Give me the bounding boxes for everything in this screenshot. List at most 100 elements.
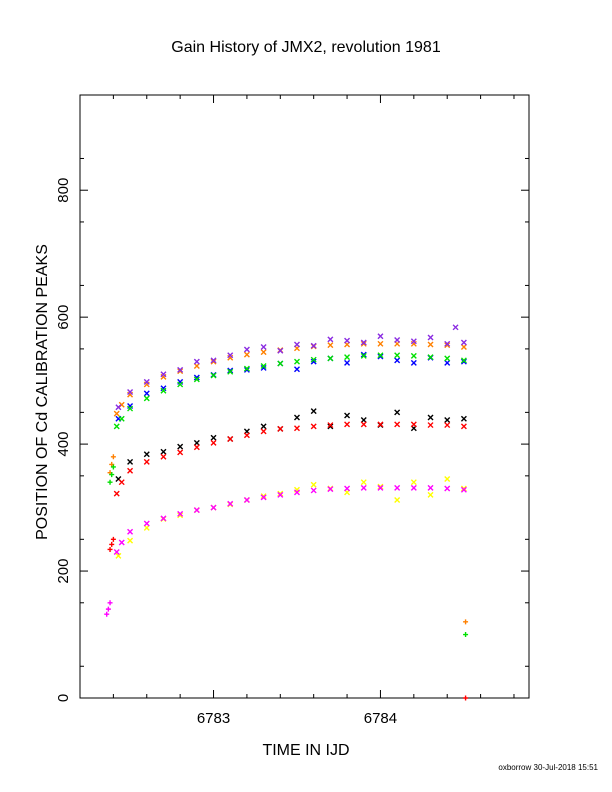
data-point [293, 341, 300, 348]
data-point [310, 487, 317, 494]
data-point [177, 449, 184, 456]
data-point [113, 423, 120, 430]
data-point [460, 423, 467, 430]
data-point [110, 464, 116, 470]
data-point [243, 351, 250, 358]
data-point [160, 448, 167, 455]
data-point [444, 416, 451, 423]
data-point [277, 347, 284, 354]
data-point [260, 423, 267, 430]
data-point [460, 339, 467, 346]
data-point [177, 443, 184, 450]
data-point [160, 515, 167, 522]
data-point [143, 458, 150, 465]
data-point [444, 342, 451, 349]
data-point [160, 387, 167, 394]
data-point [193, 439, 200, 446]
data-point [243, 346, 250, 353]
data-point [377, 421, 384, 428]
data-point [460, 485, 467, 492]
data-point [193, 376, 200, 383]
data-point [460, 357, 467, 364]
data-point [177, 368, 184, 375]
data-point [127, 458, 134, 465]
data-point [113, 410, 120, 417]
y-tick-label: 600 [55, 305, 72, 330]
data-point [460, 358, 467, 365]
data-point [104, 611, 110, 617]
data-point [107, 479, 113, 485]
data-point [444, 476, 451, 483]
data-point [394, 352, 401, 359]
data-point [143, 520, 150, 527]
data-point [427, 341, 434, 348]
data-point [293, 425, 300, 432]
data-point [260, 364, 267, 371]
data-point [210, 358, 217, 365]
data-point [327, 486, 334, 493]
data-point [394, 496, 401, 503]
y-tick-label: 400 [55, 432, 72, 457]
data-point [327, 422, 334, 429]
data-point [444, 355, 451, 362]
data-point [344, 337, 351, 344]
data-point [410, 352, 417, 359]
data-point [463, 695, 469, 701]
data-point [377, 352, 384, 359]
data-point [427, 491, 434, 498]
data-point [444, 359, 451, 366]
data-point [377, 484, 384, 491]
data-point [113, 490, 120, 497]
data-point [143, 451, 150, 458]
data-point [210, 357, 217, 364]
data-point [460, 415, 467, 422]
data-point [360, 479, 367, 486]
data-point [210, 439, 217, 446]
tick-labels: 0 200 400 600 800 6783 6784 [55, 178, 397, 727]
data-point [377, 340, 384, 347]
data-point [160, 371, 167, 378]
data-point [143, 390, 150, 397]
data-point [107, 600, 113, 606]
data-point [344, 412, 351, 419]
data-point [110, 536, 116, 542]
series-3 [115, 351, 467, 422]
data-point [193, 374, 200, 381]
data-point [360, 416, 367, 423]
data-point [127, 537, 134, 544]
series-1 [107, 454, 469, 625]
data-point [327, 336, 334, 343]
data-point [243, 365, 250, 372]
data-point [260, 343, 267, 350]
data-point [360, 351, 367, 358]
series-11 [104, 600, 113, 617]
data-point [227, 367, 234, 374]
data-point [227, 352, 234, 359]
data-point [394, 357, 401, 364]
data-point [427, 484, 434, 491]
data-point [143, 395, 150, 402]
data-point [394, 484, 401, 491]
data-point [327, 423, 334, 430]
data-point [177, 510, 184, 517]
data-point [193, 358, 200, 365]
data-point [227, 500, 234, 507]
data-point [410, 359, 417, 366]
data-point [277, 490, 284, 497]
data-point [410, 479, 417, 486]
data-point [344, 354, 351, 361]
data-point [310, 408, 317, 415]
data-point [427, 354, 434, 361]
series-0 [113, 340, 467, 417]
data-point [293, 414, 300, 421]
data-point [107, 546, 113, 552]
data-point [394, 409, 401, 416]
data-point [410, 338, 417, 345]
data-point [277, 491, 284, 498]
data-point [410, 484, 417, 491]
data-point [460, 486, 467, 493]
data-point [452, 324, 459, 331]
series-6 [115, 408, 467, 483]
data-point [410, 421, 417, 428]
